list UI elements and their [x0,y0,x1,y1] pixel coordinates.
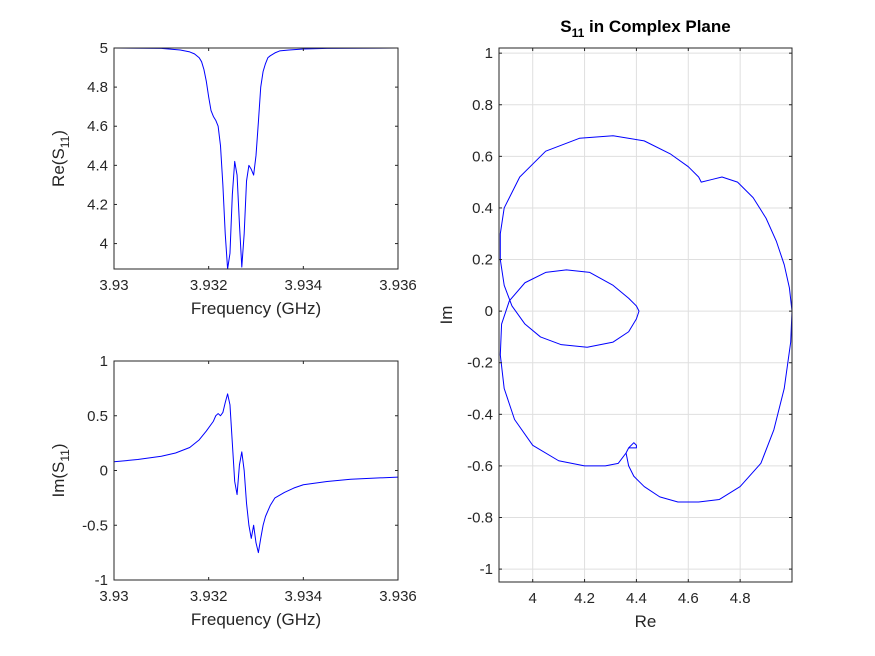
cp-ytick-label-6: 0.2 [472,252,493,269]
im-xlabel: Frequency (GHz) [191,610,321,629]
cp-ytick-label-4: -0.2 [467,355,493,372]
cp-ytick-label-8: 0.6 [472,148,493,165]
cp-xtick-label-3: 4.6 [678,590,699,607]
cp-ytick-label-3: -0.4 [467,406,493,423]
im-ytick-label-4: 1 [100,353,108,370]
im-xtick-label-1: 3.932 [190,588,228,605]
cp-xtick-label-1: 4.2 [574,590,595,607]
cp-xtick-label-4: 4.8 [730,590,751,607]
re-ylabel-close: ) [49,130,68,136]
re-axes-box [113,47,399,270]
cp-title-main: S [560,17,571,36]
im-axes: 3.93 3.932 3.934 3.936 -1 -0.5 0 0.5 1 Frequency … [49,353,417,629]
cp-title: S11 in Complex Plane [560,17,730,40]
im-xtick-label-2: 3.934 [285,588,323,605]
cp-ytick-label-0: -1 [480,561,493,578]
re-ytick-label-2: 4.4 [87,157,108,174]
im-ylabel-main: Im(S [49,462,68,498]
im-ytick-label-3: 0.5 [87,408,108,425]
cp-plot-area [499,48,792,582]
cp-xtick-label-2: 4.4 [626,590,647,607]
im-xtick-label-0: 3.93 [99,588,128,605]
im-xtick-label-3: 3.936 [379,588,417,605]
re-axes: 3.93 3.932 3.934 3.936 4 4.2 4.4 4.6 4.8 5 Frequen… [49,40,417,318]
re-xtick-label-3: 3.936 [379,277,417,294]
re-ytick-label-5: 5 [100,40,108,57]
re-ytick-label-4: 4.8 [87,79,108,96]
re-xlabel: Frequency (GHz) [191,299,321,318]
cp-ytick-label-7: 0.4 [472,200,493,217]
re-xtick-label-1: 3.932 [190,277,228,294]
re-ytick-label-0: 4 [100,236,108,253]
im-ylabel-sub: 11 [58,449,72,462]
cp-ytick-label-9: 0.8 [472,97,493,114]
cp-ytick-label-5: 0 [485,303,493,320]
im-ytick-label-1: -0.5 [82,517,108,534]
re-ytick-label-3: 4.6 [87,118,108,135]
re-xtick-label-0: 3.93 [99,277,128,294]
cp-axes-box [498,47,793,583]
cp-series-line-0 [499,135,792,503]
cp-ytick-label-1: -0.8 [467,510,493,527]
re-ylabel: Re(S11) [49,130,72,187]
re-xtick-label-2: 3.934 [285,277,323,294]
re-ylabel-sub: 11 [58,135,72,148]
cp-title-rest: in Complex Plane [584,17,730,36]
im-ytick-label-2: 0 [100,463,108,480]
im-ylabel: Im(S11) [49,443,72,497]
im-ylabel-close: ) [49,443,68,449]
cp-xlabel: Re [635,612,657,631]
cp-ylabel: Im [437,306,456,325]
cp-ytick-label-2: -0.6 [467,458,493,475]
re-ytick-label-1: 4.2 [87,196,108,213]
cp-axes: 4 4.2 4.4 4.6 4.8 -1 -0.8 -0.6 -0.4 -0.2 0 0.2 0.4 0.… [437,17,793,631]
cp-title-sub: 11 [572,26,585,40]
im-plot-area [114,361,398,580]
re-ylabel-main: Re(S [49,148,68,187]
cp-xtick-label-0: 4 [529,590,537,607]
im-series-line-0 [114,393,398,554]
im-ytick-label-0: -1 [95,572,108,589]
cp-ytick-label-10: 1 [485,45,493,62]
re-series-line-0 [114,48,398,269]
